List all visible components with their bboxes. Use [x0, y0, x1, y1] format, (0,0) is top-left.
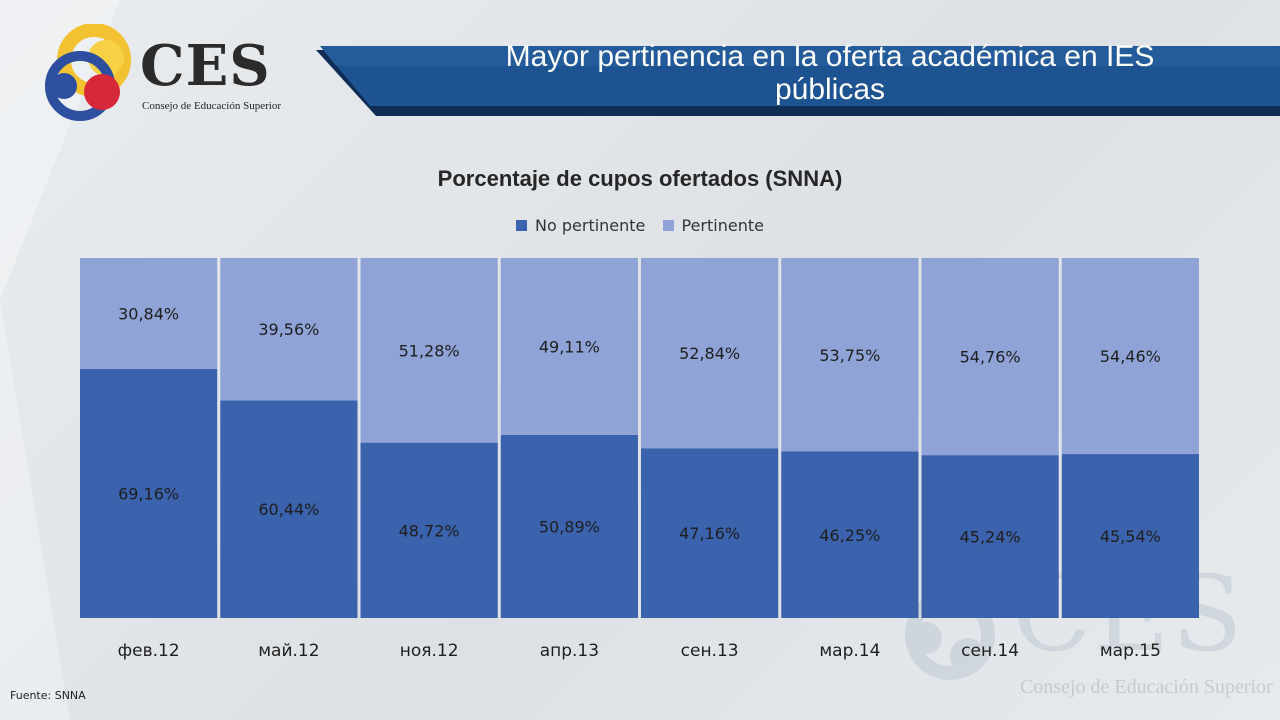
- page-title-line-1: Mayor pertinencia en la oferta académica…: [505, 40, 1155, 73]
- data-label-no-pertinente-0: 69,16%: [118, 485, 179, 504]
- bar-no-pertinente-3: [500, 434, 638, 618]
- bar-pertinente-7: [1061, 258, 1199, 455]
- data-label-pertinente-6: 54,76%: [960, 348, 1021, 367]
- bar-no-pertinente-5: [781, 451, 919, 618]
- page-title-line-2: públicas: [774, 73, 886, 106]
- ces-logo: CES Consejo de Educación Superior: [36, 24, 286, 124]
- data-label-no-pertinente-3: 50,89%: [539, 517, 600, 536]
- bar-no-pertinente-4: [641, 448, 779, 618]
- x-tick-label-3: апр.13: [540, 641, 599, 661]
- legend-item-pertinente: Pertinente: [662, 216, 764, 235]
- x-tick-label-7: мар.15: [1100, 641, 1161, 661]
- x-tick-label-1: май.12: [258, 641, 319, 661]
- page-title: Mayor pertinencia en la oferta académica…: [400, 40, 1260, 106]
- data-label-no-pertinente-5: 46,25%: [819, 526, 880, 545]
- bar-no-pertinente-6: [921, 455, 1059, 618]
- x-tick-label-4: сен.13: [681, 641, 739, 661]
- x-tick-label-5: мар.14: [819, 641, 880, 661]
- bar-pertinente-3: [500, 258, 638, 435]
- chart-legend: No pertinente Pertinente: [0, 216, 1280, 235]
- bar-pertinente-2: [360, 258, 498, 443]
- data-label-pertinente-3: 49,11%: [539, 337, 600, 356]
- watermark-subtitle: Consejo de Educación Superior: [1020, 676, 1273, 698]
- x-tick-label-2: ноя.12: [400, 641, 459, 661]
- logo-word: CES: [140, 33, 271, 99]
- legend-swatch-no-pertinente: [516, 220, 528, 231]
- source-note: Fuente: SNNA: [10, 689, 86, 702]
- bar-pertinente-6: [921, 258, 1059, 456]
- legend-label-pertinente: Pertinente: [681, 216, 764, 235]
- bar-pertinente-0: [80, 258, 218, 370]
- data-label-no-pertinente-4: 47,16%: [679, 524, 740, 543]
- data-label-pertinente-1: 39,56%: [258, 320, 319, 339]
- legend-swatch-pertinente: [662, 220, 674, 231]
- data-label-pertinente-4: 52,84%: [679, 344, 740, 363]
- data-label-pertinente-7: 54,46%: [1100, 347, 1161, 366]
- bar-pertinente-5: [781, 258, 919, 452]
- logo-subtitle: Consejo de Educación Superior: [142, 100, 281, 112]
- bar-no-pertinente-7: [1061, 454, 1199, 618]
- data-label-pertinente-2: 51,28%: [399, 341, 460, 360]
- data-label-pertinente-0: 30,84%: [118, 305, 179, 324]
- data-label-no-pertinente-6: 45,24%: [960, 528, 1021, 547]
- x-tick-label-6: сен.14: [961, 641, 1019, 661]
- legend-label-no-pertinente: No pertinente: [535, 216, 646, 235]
- data-label-no-pertinente-1: 60,44%: [258, 500, 319, 519]
- bar-no-pertinente-2: [360, 442, 498, 618]
- bar-pertinente-4: [641, 258, 779, 449]
- legend-item-no-pertinente: No pertinente: [516, 216, 645, 235]
- data-label-no-pertinente-2: 48,72%: [399, 521, 460, 540]
- data-label-no-pertinente-7: 45,54%: [1100, 527, 1161, 546]
- bar-no-pertinente-0: [80, 369, 218, 618]
- bar-no-pertinente-1: [220, 400, 358, 618]
- x-tick-label-0: фев.12: [118, 641, 180, 661]
- data-label-pertinente-5: 53,75%: [819, 346, 880, 365]
- ces-circles-icon: [45, 24, 131, 121]
- title-banner: [316, 46, 1280, 116]
- bar-pertinente-1: [220, 258, 358, 401]
- chart-title: Porcentaje de cupos ofertados (SNNA): [437, 166, 843, 191]
